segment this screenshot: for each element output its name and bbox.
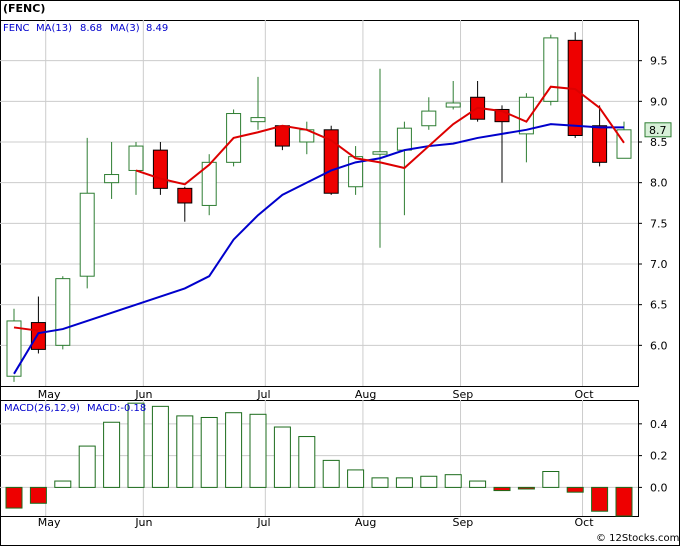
price-y-tick-label: 8.5 [650,136,668,149]
macd-x-tick-label: Aug [355,516,376,529]
candle-body [30,322,46,350]
price-x-tick-label: Aug [355,388,376,401]
macd-x-tick-label: Jul [256,516,270,529]
macd-panel: 0.0 0.2 0.4 May Jun Jul Aug Sep Oct MACD(26,12,… [0,400,668,529]
price-y-tick-label: 6.0 [650,339,668,352]
last-price-tag: 8.7 [644,122,672,138]
macd-bar [5,486,23,509]
macd-bar [517,486,535,490]
macd-y-axis: 0.0 0.2 0.4 [638,418,668,494]
candle-body [396,127,412,151]
macd-bar [615,486,633,517]
price-y-tick-label: 8.0 [650,177,668,190]
ma3-segment [13,326,39,332]
candle-body [177,187,193,204]
price-y-axis: 6.0 6.5 7.0 7.5 8.0 8.5 9.0 9.5 [638,55,668,352]
price-x-tick-label: Oct [575,388,595,401]
price-x-tick-label: Jun [134,388,152,401]
candle-body [250,117,266,123]
candle-body [128,145,144,171]
price-x-axis: May Jun Jul Aug Sep Oct [38,388,595,401]
ma3-segment [135,85,625,186]
macd-bar [566,486,584,493]
macd-bar [493,486,511,492]
macd-bar [322,459,340,488]
candle-body [274,125,290,147]
macd-bar [249,413,267,488]
candle-body [6,320,22,377]
price-x-tick-label: May [38,388,61,401]
price-y-tick-label: 7.5 [650,217,668,230]
macd-bar [200,416,218,488]
candle-body [55,278,71,346]
macd-bar [420,475,438,488]
macd-bar [395,477,413,488]
macd-y-tick-label: 0.0 [650,481,668,494]
macd-bar [29,486,47,504]
ma13-line [13,123,624,375]
macd-bar [469,480,487,488]
macd-bar [54,480,72,488]
candle-body [421,110,437,127]
macd-bar [225,412,243,488]
macd-bar [298,436,316,488]
macd-bar [444,474,462,488]
macd-x-tick-label: May [38,516,61,529]
candle-body [372,151,388,155]
candle-body [104,174,120,184]
macd-y-tick-label: 0.2 [650,450,668,463]
macd-bar [103,421,121,488]
candle-body [445,102,461,108]
legend-ma3-value: 8.49 [146,23,168,34]
macd-legend-value: MACD:-0.18 [87,403,146,414]
candle-body [323,129,339,194]
macd-bar [371,477,389,488]
price-x-tick-label: Jul [256,388,270,401]
price-y-tick-label: 9.5 [650,55,668,68]
candle-body [152,149,168,189]
price-tag-box [644,122,672,138]
macd-bar [151,405,169,488]
macd-bar [347,469,365,488]
candle-body [518,96,534,135]
macd-y-tick-label: 0.4 [650,418,668,431]
price-y-tick-label: 7.0 [650,258,668,271]
macd-x-tick-label: Oct [575,516,595,529]
legend-ma3-label: MA(3) [110,23,140,34]
candle-body [201,161,217,206]
ma3-line [13,85,625,332]
candle-body [592,125,608,163]
macd-bar [176,415,194,488]
macd-plot-frame [0,400,639,517]
price-panel: 6.0 6.5 7.0 7.5 8.0 8.5 9.0 9.5 May Jun Jul Aug Sep… [0,2,672,401]
legend-ma13-label: MA(13) [36,23,72,34]
price-x-tick-label: Sep [453,388,474,401]
price-plot-frame [0,20,639,387]
macd-bar [591,486,609,512]
candle-body [543,37,559,102]
macd-legend-name: MACD(26,12,9) [4,403,80,414]
legend-ma13-value: 8.68 [80,23,102,34]
price-y-tick-label: 6.5 [650,299,668,312]
legend-ticker: FENC [3,23,30,34]
candle-body [79,192,95,277]
macd-bar [127,402,145,488]
macd-x-tick-label: Jun [134,516,152,529]
macd-bar [542,471,560,488]
price-tag-value: 8.7 [649,124,667,137]
macd-x-tick-label: Sep [453,516,474,529]
price-y-tick-label: 9.0 [650,95,668,108]
macd-bar [78,445,96,488]
macd-bar [273,426,291,488]
symbol-label: (FENC) [3,2,45,15]
macd-bars [5,402,633,517]
watermark: © 12Stocks.com [596,533,679,544]
macd-x-axis: May Jun Jul Aug Sep Oct [38,516,595,529]
